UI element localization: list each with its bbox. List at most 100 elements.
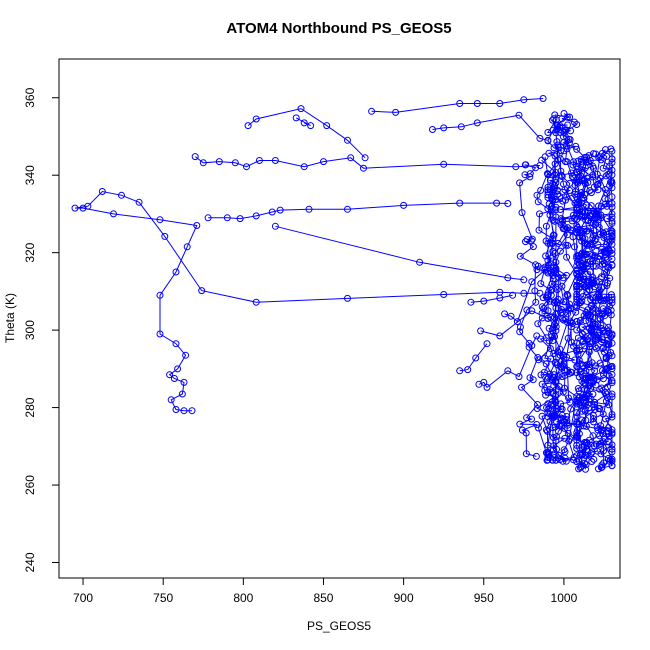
data-point [538, 314, 546, 322]
data-point [472, 354, 480, 362]
data-point [550, 299, 558, 306]
data-point [457, 123, 465, 131]
data-point [532, 164, 540, 172]
data-point [606, 274, 614, 282]
data-point [558, 315, 566, 323]
data-point [592, 207, 600, 215]
x-tick-label: 950 [474, 591, 494, 605]
data-point [569, 211, 577, 219]
data-point [549, 235, 557, 243]
data-point [522, 161, 530, 169]
data-point [579, 293, 587, 301]
cluster-line [574, 149, 590, 468]
data-point [513, 318, 521, 326]
data-point [552, 437, 560, 445]
series-line [295, 117, 311, 127]
y-tick-label: 300 [23, 320, 37, 340]
data-point [608, 430, 616, 438]
data-point [292, 114, 300, 122]
series-line [208, 202, 508, 220]
data-point [204, 214, 212, 222]
data-point [542, 252, 550, 260]
data-point [523, 414, 531, 422]
data-point [608, 393, 616, 401]
data-point [608, 448, 616, 456]
data-point [608, 236, 616, 244]
data-point [542, 237, 550, 245]
data-point [583, 262, 591, 270]
data-point [526, 374, 534, 382]
dense-cluster-track [573, 156, 597, 473]
data-point [172, 340, 180, 348]
data-point [560, 446, 568, 454]
data-point [518, 383, 525, 391]
data-point [191, 153, 199, 161]
data-point [540, 305, 548, 312]
data-point [595, 290, 603, 298]
data-point [595, 405, 603, 413]
data-point [528, 415, 535, 423]
data-point [557, 416, 565, 424]
data-point [532, 298, 540, 306]
data-point [539, 294, 547, 302]
series-line [459, 343, 488, 372]
data-point [344, 136, 351, 144]
data-point [608, 352, 616, 360]
data-point [526, 170, 534, 178]
data-point [599, 164, 607, 172]
data-point [606, 302, 614, 310]
data-point [576, 317, 584, 324]
data-point [473, 100, 481, 107]
data-point [496, 332, 504, 340]
x-axis: 700 750 800 850 900 950 1000 [73, 578, 578, 605]
data-point [552, 206, 560, 214]
data-point [608, 147, 616, 155]
data-point [573, 168, 581, 176]
data-point [188, 407, 196, 415]
data-point [601, 389, 609, 397]
data-point [595, 294, 603, 302]
data-point [563, 413, 571, 420]
data-point [528, 235, 536, 243]
data-point [592, 440, 600, 448]
data-point [580, 170, 588, 178]
data-point [551, 321, 558, 329]
data-point [546, 345, 554, 352]
data-point [607, 311, 615, 319]
data-point [533, 191, 541, 199]
data-point [600, 371, 607, 379]
data-point [608, 155, 616, 163]
data-point [551, 392, 559, 400]
data-point [551, 398, 559, 405]
chart-title: ATOM4 Northbound PS_GEOS5 [226, 20, 451, 37]
data-point [522, 450, 530, 458]
y-tick-label: 260 [23, 475, 37, 495]
data-point [591, 252, 599, 260]
data-point [536, 134, 544, 142]
data-point [525, 339, 533, 347]
data-point [535, 226, 543, 234]
data-point [587, 302, 595, 309]
data-point [573, 393, 581, 401]
data-point [193, 222, 201, 229]
data-point [567, 304, 575, 312]
data-point [529, 243, 537, 251]
data-point [582, 422, 590, 430]
data-point [595, 465, 602, 473]
data-point [608, 426, 616, 434]
data-point [573, 121, 581, 128]
data-point [305, 205, 313, 213]
data-point [509, 291, 517, 299]
data-point [608, 177, 616, 185]
data-point [589, 173, 597, 181]
data-point [588, 277, 596, 285]
data-point [608, 255, 616, 263]
data-point [588, 359, 596, 367]
data-point [464, 366, 472, 374]
data-point [515, 373, 523, 381]
data-point [534, 262, 542, 270]
data-point [563, 113, 571, 121]
data-point [571, 356, 579, 364]
data-point [483, 340, 491, 348]
